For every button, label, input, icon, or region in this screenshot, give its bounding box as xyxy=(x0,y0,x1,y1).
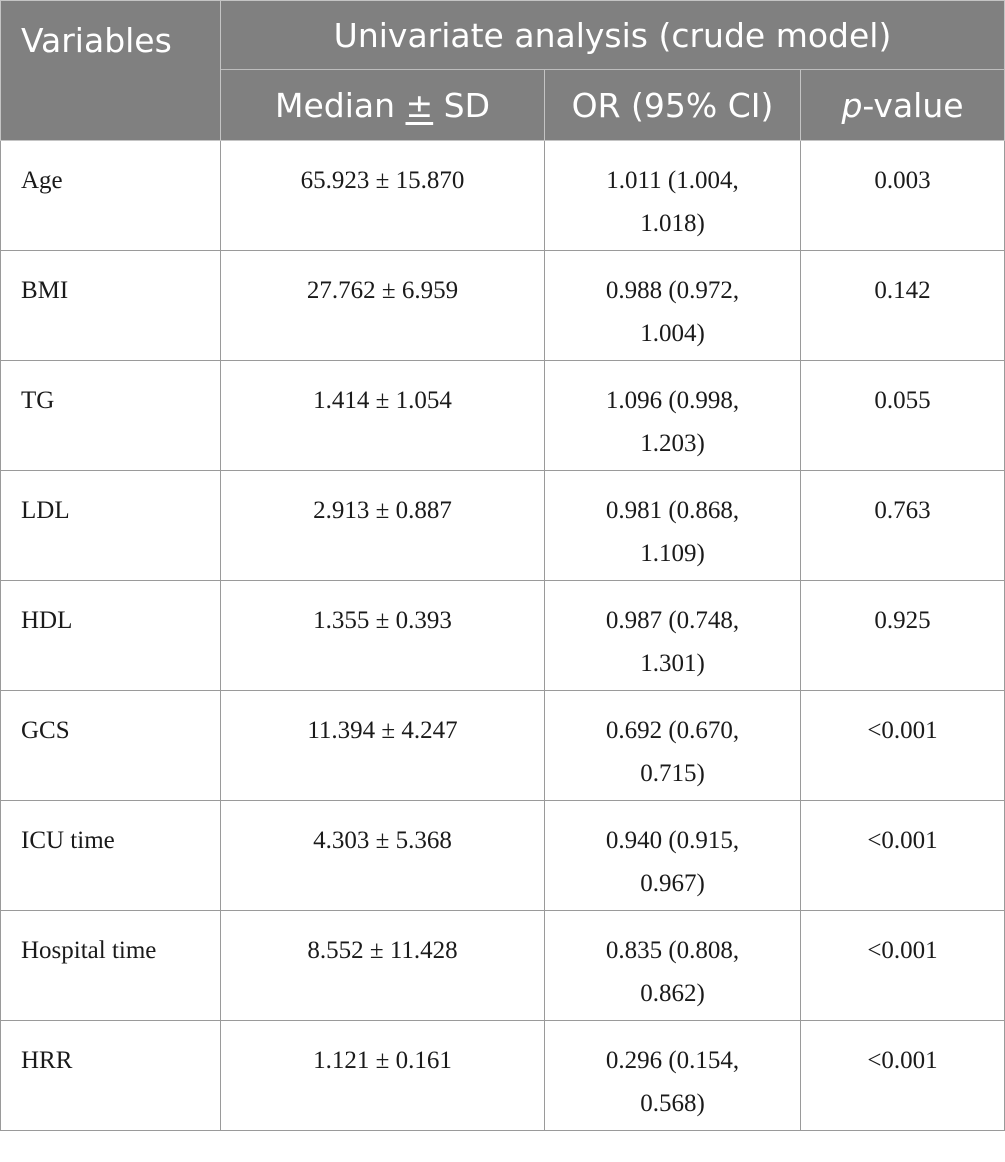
table-row: HDL 1.355 ± 0.393 0.987 (0.748, 1.301) 0… xyxy=(0,580,1005,691)
cell-median-sd: 1.355 ± 0.393 xyxy=(220,580,545,691)
cell-or-ci: 0.988 (0.972, 1.004) xyxy=(544,250,801,361)
cell-or-ci: 0.987 (0.748, 1.301) xyxy=(544,580,801,691)
cell-variable: HDL xyxy=(0,580,221,691)
cell-median-sd: 11.394 ± 4.247 xyxy=(220,690,545,801)
table-row: LDL 2.913 ± 0.887 0.981 (0.868, 1.109) 0… xyxy=(0,470,1005,581)
cell-median-sd: 8.552 ± 11.428 xyxy=(220,910,545,1021)
table-row: TG 1.414 ± 1.054 1.096 (0.998, 1.203) 0.… xyxy=(0,360,1005,471)
cell-variable: ICU time xyxy=(0,800,221,911)
cell-or-ci: 0.692 (0.670, 0.715) xyxy=(544,690,801,801)
cell-or-ci: 1.011 (1.004, 1.018) xyxy=(544,140,801,251)
table-row: BMI 27.762 ± 6.959 0.988 (0.972, 1.004) … xyxy=(0,250,1005,361)
cell-or-ci: 1.096 (0.998, 1.203) xyxy=(544,360,801,471)
median-prefix: Median xyxy=(274,85,406,125)
cell-or-ci: 0.835 (0.808, 0.862) xyxy=(544,910,801,1021)
cell-p-value: <0.001 xyxy=(800,690,1005,801)
cell-median-sd: 65.923 ± 15.870 xyxy=(220,140,545,251)
cell-median-sd: 2.913 ± 0.887 xyxy=(220,470,545,581)
table-row: HRR 1.121 ± 0.161 0.296 (0.154, 0.568) <… xyxy=(0,1020,1005,1131)
p-italic: p xyxy=(841,85,863,125)
cell-variable: LDL xyxy=(0,470,221,581)
header-p-value: p-value xyxy=(800,69,1005,141)
plus-minus-symbol: ± xyxy=(405,85,434,125)
header-median-sd: Median ± SD xyxy=(220,69,545,141)
table-row: Age 65.923 ± 15.870 1.011 (1.004, 1.018)… xyxy=(0,140,1005,251)
cell-variable: TG xyxy=(0,360,221,471)
median-suffix: SD xyxy=(433,85,491,125)
table-row: ICU time 4.303 ± 5.368 0.940 (0.915, 0.9… xyxy=(0,800,1005,911)
cell-variable: Hospital time xyxy=(0,910,221,1021)
table-body: Age 65.923 ± 15.870 1.011 (1.004, 1.018)… xyxy=(0,140,1005,1131)
cell-variable: BMI xyxy=(0,250,221,361)
cell-or-ci: 0.981 (0.868, 1.109) xyxy=(544,470,801,581)
cell-median-sd: 1.414 ± 1.054 xyxy=(220,360,545,471)
cell-variable: GCS xyxy=(0,690,221,801)
cell-p-value: <0.001 xyxy=(800,910,1005,1021)
cell-p-value: 0.003 xyxy=(800,140,1005,251)
cell-median-sd: 4.303 ± 5.368 xyxy=(220,800,545,911)
cell-p-value: <0.001 xyxy=(800,800,1005,911)
cell-median-sd: 1.121 ± 0.161 xyxy=(220,1020,545,1131)
header-row-bottom: Median ± SD OR (95% CI) p-value xyxy=(1,69,1005,141)
table-row: Hospital time 8.552 ± 11.428 0.835 (0.80… xyxy=(0,910,1005,1021)
cell-or-ci: 0.940 (0.915, 0.967) xyxy=(544,800,801,911)
univariate-analysis-table: Variables Univariate analysis (crude mod… xyxy=(0,0,1005,1131)
cell-p-value: 0.925 xyxy=(800,580,1005,691)
table-row: GCS 11.394 ± 4.247 0.692 (0.670, 0.715) … xyxy=(0,690,1005,801)
table-header: Variables Univariate analysis (crude mod… xyxy=(0,0,1005,141)
header-row-top: Variables Univariate analysis (crude mod… xyxy=(0,0,1005,141)
cell-p-value: 0.142 xyxy=(800,250,1005,361)
cell-p-value: <0.001 xyxy=(800,1020,1005,1131)
header-univariate-group: Univariate analysis (crude model) xyxy=(220,0,1005,70)
p-rest: -value xyxy=(862,85,964,125)
header-variables: Variables xyxy=(0,0,221,141)
cell-median-sd: 27.762 ± 6.959 xyxy=(220,250,545,361)
header-or-ci: OR (95% CI) xyxy=(544,69,801,141)
cell-p-value: 0.055 xyxy=(800,360,1005,471)
cell-variable: HRR xyxy=(0,1020,221,1131)
cell-variable: Age xyxy=(0,140,221,251)
cell-p-value: 0.763 xyxy=(800,470,1005,581)
cell-or-ci: 0.296 (0.154, 0.568) xyxy=(544,1020,801,1131)
